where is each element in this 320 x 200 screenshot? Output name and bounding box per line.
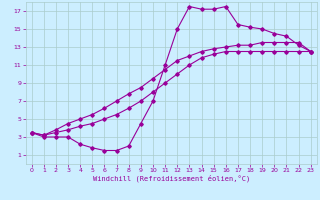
X-axis label: Windchill (Refroidissement éolien,°C): Windchill (Refroidissement éolien,°C) [92, 175, 250, 182]
